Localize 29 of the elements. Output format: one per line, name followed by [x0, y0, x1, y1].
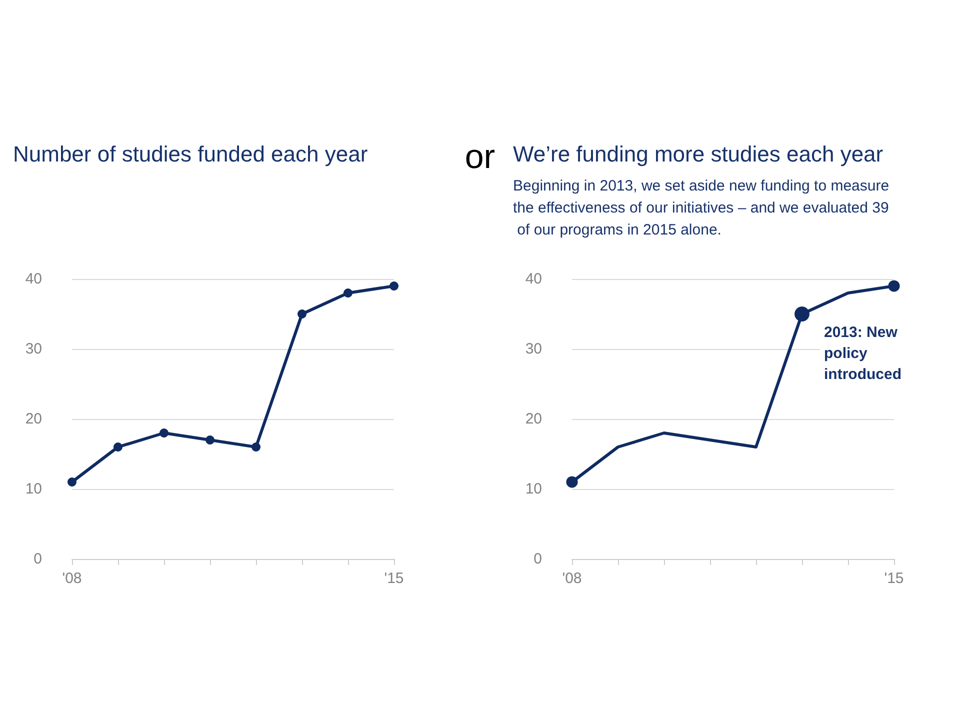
chart-title: Number of studies funded each year — [13, 142, 368, 166]
x-tick-label: '15 — [384, 570, 404, 587]
y-tick-label: 0 — [534, 550, 542, 568]
x-tick-label: '15 — [884, 570, 904, 587]
y-tick-label: 20 — [525, 410, 542, 428]
y-tick-label: 10 — [25, 480, 42, 498]
y-tick-label: 30 — [525, 340, 542, 358]
point — [252, 442, 260, 452]
x-tick-label: '08 — [562, 570, 582, 587]
point — [566, 476, 578, 488]
point — [390, 282, 398, 290]
point — [160, 428, 168, 438]
y-tick-label: 40 — [25, 270, 42, 288]
y-tick-label: 40 — [525, 270, 542, 288]
point — [68, 478, 76, 486]
y-tick-label: 30 — [25, 340, 42, 358]
y-tick-label: 10 — [525, 480, 542, 498]
annotation: 2013: New policy introduced — [824, 324, 902, 383]
chart-title: We’re funding more studies each year — [513, 142, 884, 166]
chart-subtitle: Beginning in 2013, we set aside new funding to measure the effectiveness of our initiatives – and we evaluated 39 of our programs in 2015 alone. — [513, 178, 894, 238]
point — [298, 310, 306, 318]
y-tick-label: 20 — [25, 410, 42, 428]
text: or — [464, 138, 496, 176]
point — [114, 442, 122, 452]
point — [206, 436, 214, 444]
x-tick-label: '08 — [62, 570, 82, 587]
point — [344, 288, 352, 298]
y-tick-label: 0 — [34, 550, 42, 568]
point — [888, 280, 900, 292]
